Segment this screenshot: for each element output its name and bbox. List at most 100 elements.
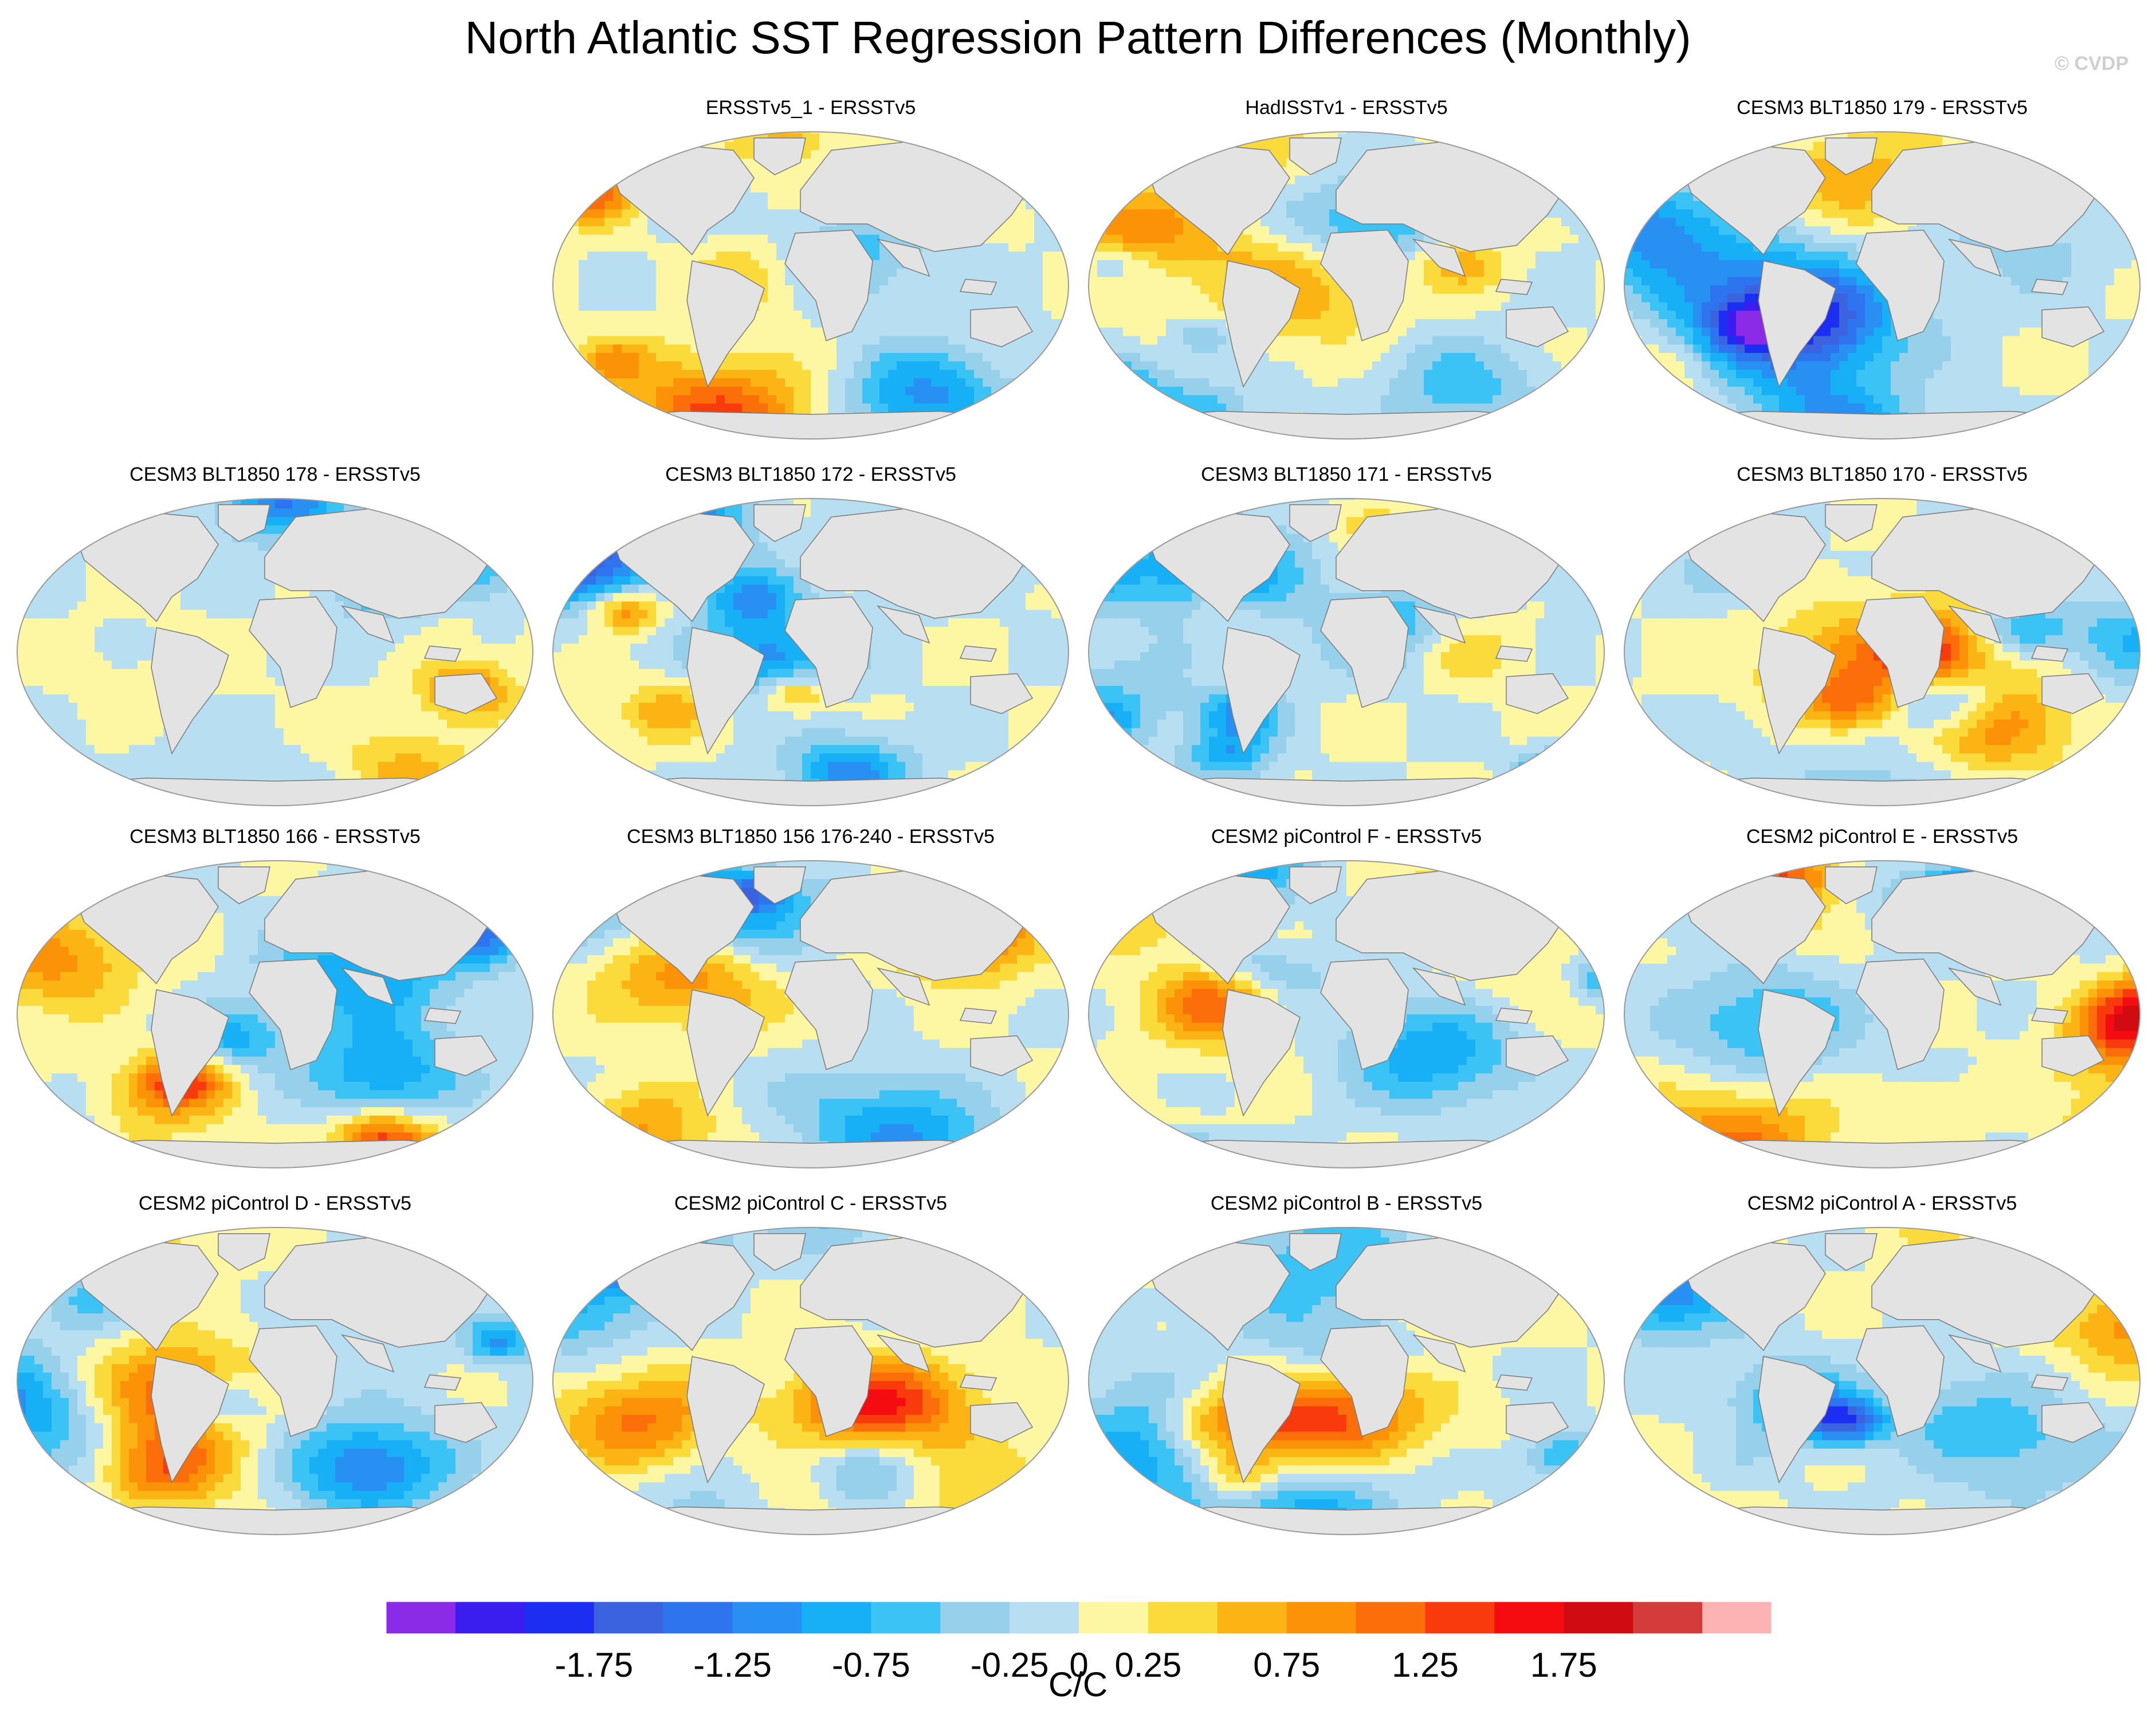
sst-field	[1089, 861, 1604, 1168]
credit-label: © CVDP	[2055, 53, 2128, 75]
land-mass	[753, 137, 806, 175]
panel-title: CESM2 piControl F - ERSSTv5	[1080, 825, 1613, 848]
land-mass	[340, 1334, 395, 1373]
land-mass	[970, 306, 1034, 348]
panel-title: CESM3 BLT1850 156 176-240 - ERSSTv5	[544, 825, 1077, 848]
map-border	[552, 131, 1069, 440]
land-mass	[959, 1007, 998, 1024]
land-mass	[434, 673, 498, 715]
land-mass	[970, 673, 1034, 715]
land-mass	[1145, 872, 1290, 984]
land-mass	[1947, 605, 2002, 644]
land-mass	[784, 229, 873, 342]
colorbar-swatch	[1286, 1602, 1357, 1634]
land-mass	[563, 411, 1059, 439]
land-mass	[151, 989, 229, 1117]
world-map	[17, 1227, 533, 1535]
map-panel: CESM3 BLT1850 166 - ERSSTv5	[9, 825, 541, 1180]
sst-field	[1089, 132, 1604, 439]
land-mass	[340, 605, 395, 644]
land-mass	[2041, 306, 2105, 348]
world-map	[1088, 860, 1605, 1168]
colorbar-swatch	[1356, 1602, 1425, 1634]
map-panel: CESM3 BLT1850 156 176-240 - ERSSTv5	[544, 825, 1077, 1180]
world-map	[552, 860, 1069, 1168]
sst-field	[553, 132, 1069, 439]
map-border	[1088, 1227, 1605, 1535]
land-mass	[1412, 238, 1466, 277]
land-mass	[1495, 278, 1533, 295]
land-mass	[423, 645, 462, 662]
land-mass	[1680, 1239, 1826, 1351]
land-mass	[1412, 1334, 1466, 1373]
panel-title: CESM3 BLT1850 171 - ERSSTv5	[1080, 463, 1613, 486]
sst-field	[1624, 499, 2140, 806]
colorbar-swatch	[1079, 1602, 1149, 1634]
land-mass	[1634, 778, 2130, 806]
land-mass	[876, 1334, 930, 1373]
map-border	[17, 860, 533, 1168]
panel-title: CESM2 piControl A - ERSSTv5	[1616, 1192, 2149, 1215]
panel-title: CESM3 BLT1850 179 - ERSSTv5	[1616, 96, 2149, 119]
land-mass	[434, 1402, 498, 1443]
colorbar-swatch	[871, 1602, 941, 1634]
world-map	[17, 860, 533, 1168]
land-mass	[1145, 1239, 1290, 1351]
land-mass	[1680, 872, 1826, 984]
land-mass	[686, 989, 765, 1117]
land-mass	[1947, 1334, 2002, 1373]
land-mass	[563, 1507, 1059, 1535]
land-mass	[1289, 866, 1342, 904]
colorbar-swatch	[663, 1602, 733, 1634]
colorbar-swatch	[386, 1602, 456, 1634]
colorbar-swatch	[1564, 1602, 1633, 1634]
land-mass	[876, 967, 930, 1006]
world-map	[1088, 1227, 1605, 1535]
map-border	[1088, 860, 1605, 1168]
map-border	[1088, 498, 1605, 806]
land-mass	[1856, 596, 1945, 708]
land-mass	[1412, 967, 1466, 1006]
sst-field	[17, 499, 533, 806]
land-mass	[959, 1374, 998, 1391]
land-mass	[1098, 1140, 1595, 1168]
land-mass	[1634, 1507, 2130, 1535]
land-mass	[1289, 1233, 1342, 1271]
land-mass	[1825, 137, 1878, 175]
land-mass	[753, 1233, 806, 1271]
land-mass	[686, 627, 765, 755]
land-mass	[876, 605, 930, 644]
world-map	[1088, 131, 1605, 440]
map-border	[1624, 860, 2141, 1168]
land-mass	[2041, 1402, 2105, 1443]
land-mass	[1222, 1356, 1301, 1484]
map-border	[1088, 131, 1605, 440]
map-panel: CESM3 BLT1850 178 - ERSSTv5	[9, 463, 541, 818]
land-mass	[563, 778, 1059, 806]
map-border	[552, 1227, 1069, 1535]
land-mass	[784, 958, 873, 1070]
panel-title: CESM2 piControl D - ERSSTv5	[9, 1192, 541, 1215]
sst-field	[17, 861, 533, 1168]
sst-field	[1624, 132, 2140, 439]
land-mass	[423, 1374, 462, 1391]
land-mass	[2031, 278, 2069, 295]
land-mass	[1758, 260, 1836, 388]
panel-title: CESM2 piControl C - ERSSTv5	[544, 1192, 1077, 1215]
land-mass	[423, 1007, 462, 1024]
land-mass	[1222, 260, 1301, 388]
land-mass	[1506, 1402, 1569, 1443]
land-mass	[2031, 1374, 2069, 1391]
sst-field	[553, 861, 1069, 1168]
land-mass	[784, 1325, 873, 1437]
colorbar-swatch	[1425, 1602, 1495, 1634]
colorbar-swatch	[455, 1602, 525, 1634]
land-mass	[218, 866, 270, 904]
panel-title: CESM3 BLT1850 166 - ERSSTv5	[9, 825, 541, 848]
land-mass	[1320, 596, 1409, 708]
world-map	[1624, 1227, 2141, 1535]
map-panel: CESM3 BLT1850 172 - ERSSTv5	[544, 463, 1077, 818]
land-mass	[1825, 866, 1878, 904]
colorbar-swatch	[1702, 1602, 1772, 1634]
map-panel: CESM2 piControl B - ERSSTv5	[1080, 1192, 1613, 1547]
